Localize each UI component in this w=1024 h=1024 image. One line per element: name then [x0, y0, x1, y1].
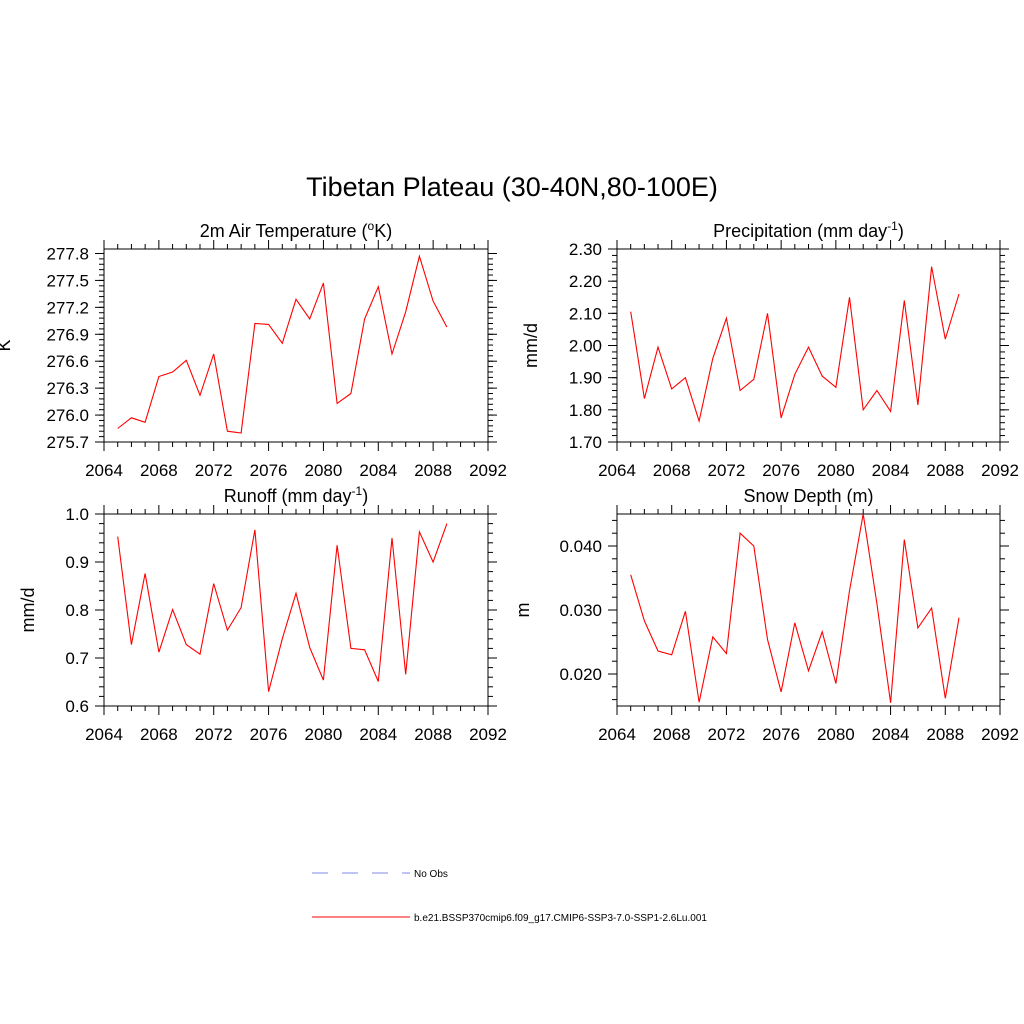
x-tick-label: 2064	[598, 461, 636, 480]
series-line	[630, 513, 960, 703]
y-tick-label: 1.70	[569, 433, 602, 452]
y-tick-label: 276.0	[46, 406, 89, 425]
x-tick-label: 2088	[414, 461, 452, 480]
x-tick-label: 2092	[981, 725, 1019, 744]
x-tick-label: 2068	[140, 725, 178, 744]
y-tick-label: 0.9	[65, 553, 89, 572]
y-axis-label: K	[0, 339, 14, 351]
x-tick-label: 2084	[872, 461, 910, 480]
y-tick-label: 2.10	[569, 304, 602, 323]
x-tick-label: 2072	[708, 725, 746, 744]
x-tick-label: 2068	[653, 461, 691, 480]
y-tick-label: 277.8	[46, 244, 89, 263]
figure-title: Tibetan Plateau (30-40N,80-100E)	[306, 172, 718, 202]
x-tick-label: 2084	[359, 725, 397, 744]
x-tick-label: 2084	[872, 725, 910, 744]
x-tick-label: 2092	[469, 461, 507, 480]
x-tick-label: 2088	[926, 725, 964, 744]
series-line	[117, 523, 448, 692]
x-tick-label: 2076	[762, 461, 800, 480]
y-tick-label: 276.9	[46, 325, 89, 344]
panel-precipitation: Precipitation (mm day-1) mm/d 2064 2068 2072…	[521, 219, 1019, 480]
y-axis-label: mm/d	[18, 588, 38, 633]
plot-frame	[103, 248, 489, 443]
panel-air-temperature: 2m Air Temperature (oK) K 2064 2068 2072 2076…	[0, 219, 507, 480]
x-tick-label: 2080	[305, 461, 343, 480]
x-tick-label: 2092	[981, 461, 1019, 480]
x-tick-label: 2068	[653, 725, 691, 744]
y-tick-label: 277.5	[46, 271, 89, 290]
x-tick-label: 2072	[195, 461, 233, 480]
panel-title: 2m Air Temperature (oK)	[200, 219, 392, 241]
x-tick-label: 2080	[817, 461, 855, 480]
y-tick-label: 0.6	[65, 697, 89, 716]
y-tick-label: 0.020	[559, 665, 602, 684]
panel-title: Runoff (mm day-1)	[224, 484, 368, 506]
panel-runoff: Runoff (mm day-1) mm/d 2064 2068 2072 2076 208…	[18, 484, 507, 744]
x-tick-label: 2076	[250, 725, 288, 744]
x-tick-label: 2088	[926, 461, 964, 480]
x-tick-label: 2076	[250, 461, 288, 480]
panel-snow-depth: Snow Depth (m) m 2064 2068 2072 2076 2080 2084 2…	[513, 486, 1019, 744]
y-tick-label: 2.30	[569, 240, 602, 259]
y-tick-label: 2.00	[569, 337, 602, 356]
x-tick-label: 2076	[762, 725, 800, 744]
x-tick-label: 2064	[85, 461, 123, 480]
y-tick-label: 276.6	[46, 352, 89, 371]
y-tick-label: 0.040	[559, 537, 602, 556]
y-tick-label: 2.20	[569, 272, 602, 291]
x-tick-label: 2064	[598, 725, 636, 744]
y-axis-label: m	[513, 603, 533, 618]
y-tick-label: 276.3	[46, 379, 89, 398]
x-tick-label: 2092	[469, 725, 507, 744]
y-tick-label: 0.7	[65, 649, 89, 668]
legend: No Obs b.e21.BSSP370cmip6.f09_g17.CMIP6-…	[312, 869, 707, 924]
x-tick-label: 2072	[708, 461, 746, 480]
x-tick-label: 2072	[195, 725, 233, 744]
series-line	[630, 266, 960, 424]
x-tick-label: 2088	[414, 725, 452, 744]
y-tick-label: 275.7	[46, 433, 89, 452]
plot-frame	[103, 513, 489, 707]
x-tick-label: 2080	[817, 725, 855, 744]
x-tick-label: 2064	[85, 725, 123, 744]
x-tick-label: 2084	[359, 461, 397, 480]
y-tick-label: 1.0	[65, 505, 89, 524]
legend-model-label: b.e21.BSSP370cmip6.f09_g17.CMIP6-SSP3-7.…	[414, 913, 707, 924]
y-tick-label: 0.030	[559, 601, 602, 620]
legend-obs-label: No Obs	[414, 869, 448, 880]
y-tick-label: 0.8	[65, 601, 89, 620]
x-tick-label: 2068	[140, 461, 178, 480]
y-axis-label: mm/d	[521, 323, 541, 368]
panel-title: Precipitation (mm day-1)	[713, 219, 904, 241]
x-tick-label: 2080	[305, 725, 343, 744]
y-tick-label: 1.90	[569, 369, 602, 388]
panel-title: Snow Depth (m)	[743, 486, 873, 506]
plot-frame	[616, 248, 1001, 443]
y-tick-label: 277.2	[46, 298, 89, 317]
series-line	[117, 254, 448, 434]
y-tick-label: 1.80	[569, 401, 602, 420]
